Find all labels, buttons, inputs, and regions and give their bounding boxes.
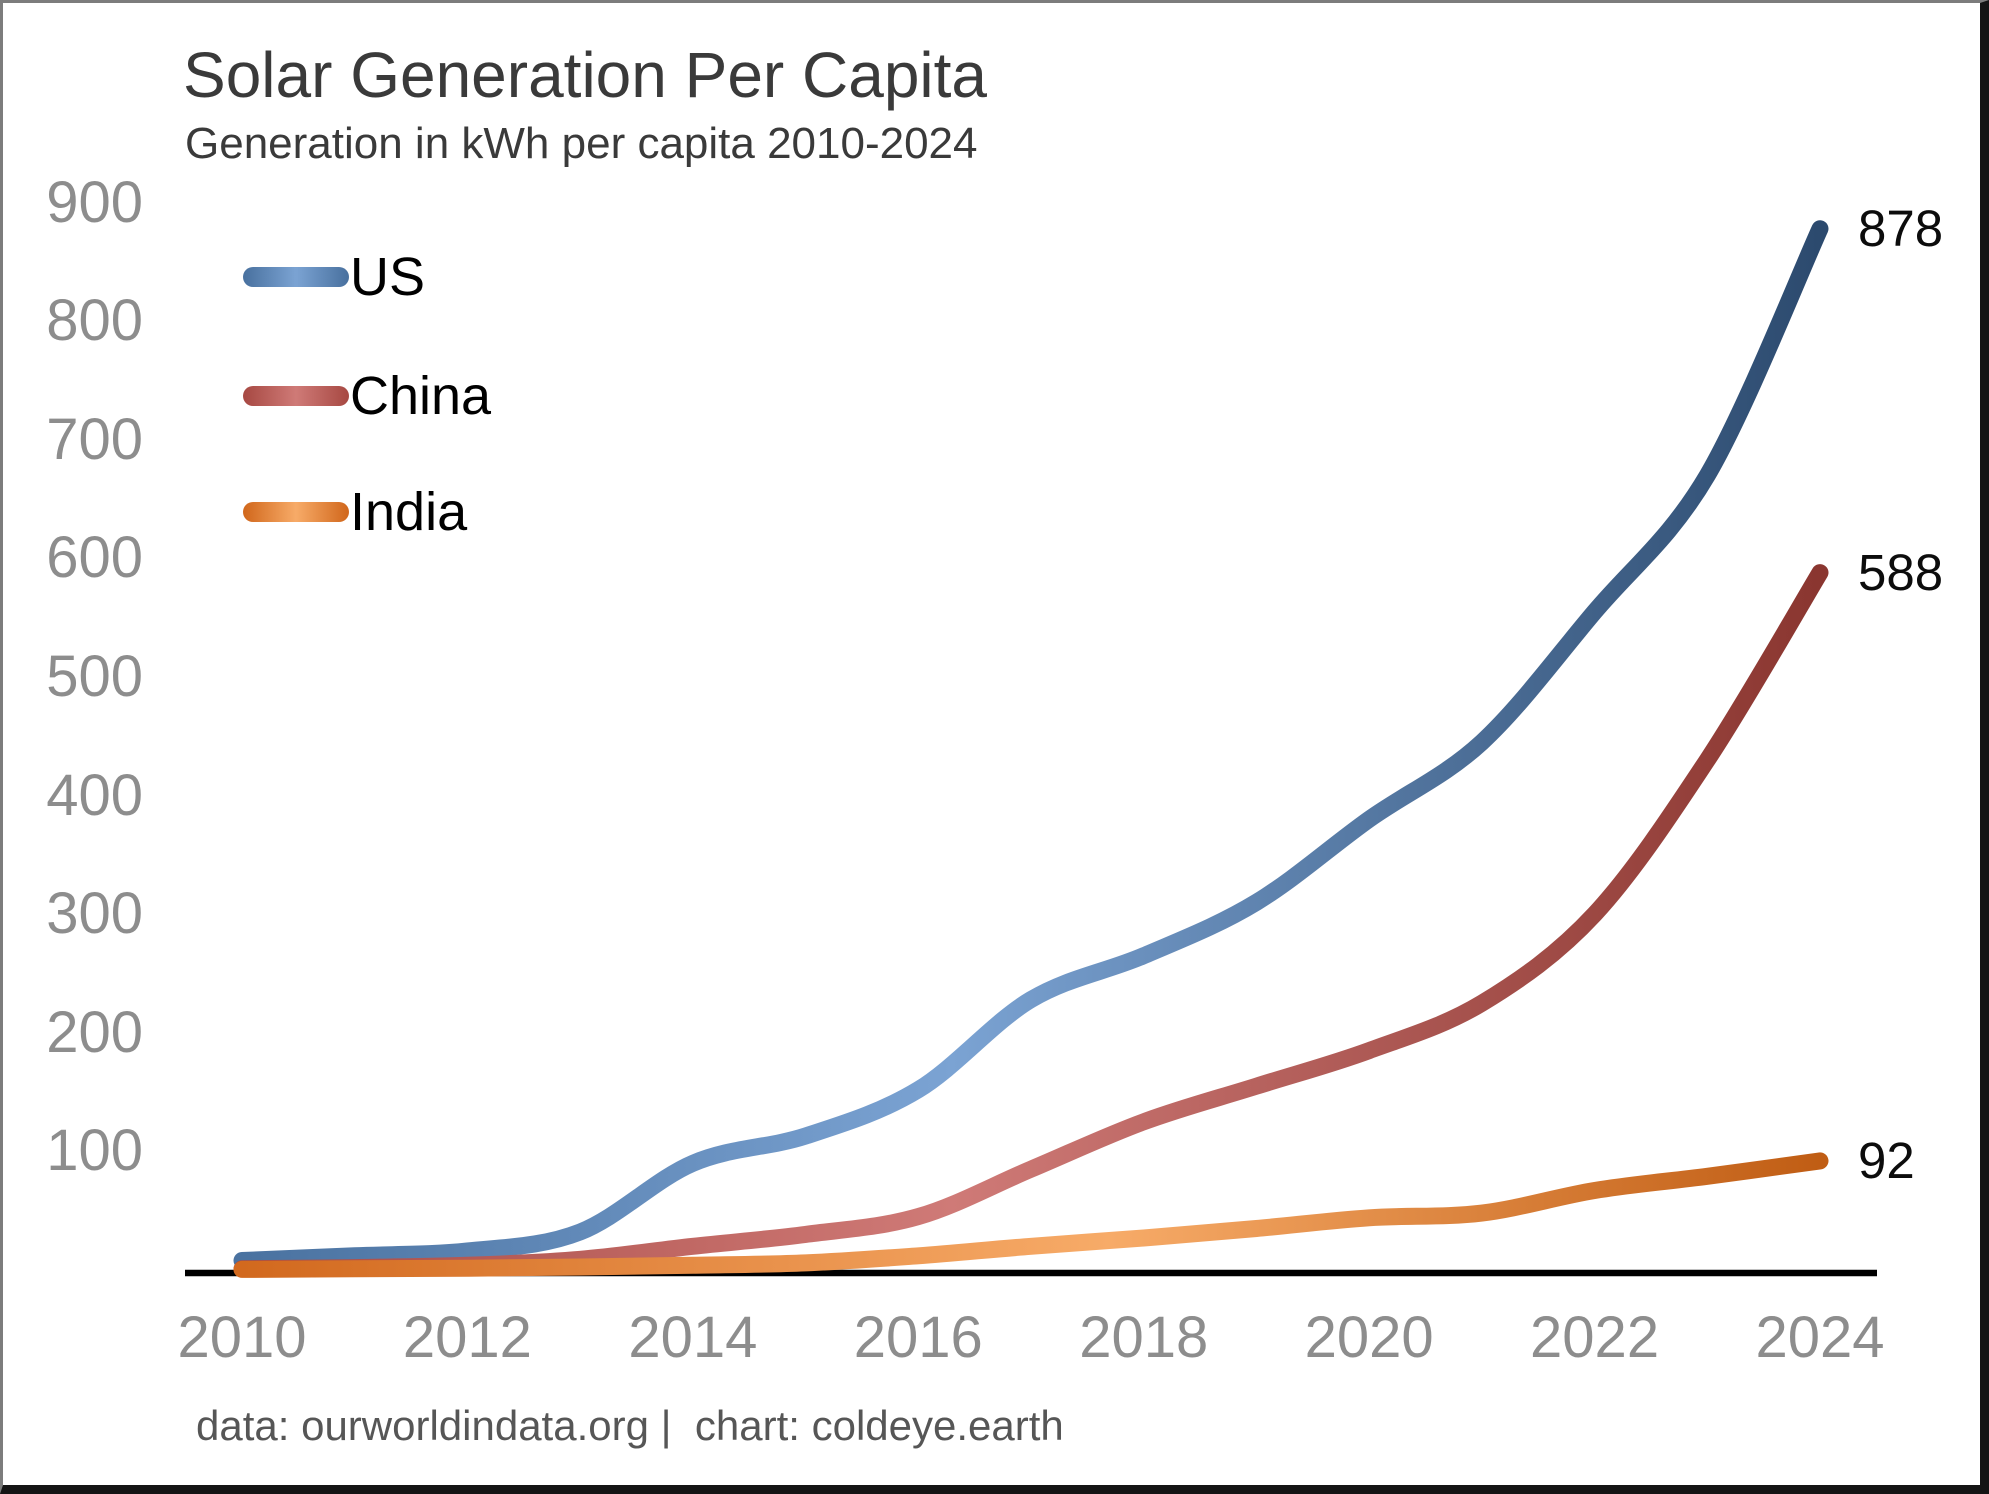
x-axis-tick-label: 2024 (1755, 1305, 1885, 1370)
x-axis-tick-label: 2016 (853, 1305, 983, 1370)
y-axis-tick-label: 700 (46, 406, 143, 472)
y-axis-tick-label: 500 (46, 644, 143, 709)
legend-item-us: US (243, 247, 425, 307)
y-axis-tick-label: 100 (46, 1118, 143, 1184)
y-axis-tick-label: 300 (46, 881, 143, 947)
x-axis-tick-label: 2022 (1530, 1305, 1660, 1370)
x-axis-tick-label: 2014 (628, 1305, 758, 1370)
legend-label: India (350, 482, 468, 542)
legend-swatch-china (243, 386, 349, 406)
y-axis-tick-label: 900 (46, 169, 143, 235)
chart-subtitle: Generation in kWh per capita 2010-2024 (185, 119, 978, 168)
end-label-us: 878 (1858, 199, 1944, 257)
end-label-india: 92 (1858, 1131, 1915, 1189)
y-axis-tick-label: 200 (46, 999, 143, 1065)
legend-item-india: India (243, 482, 467, 542)
end-label-china: 588 (1858, 543, 1944, 601)
x-axis-tick-label: 2012 (402, 1305, 532, 1370)
x-axis-tick-label: 2018 (1079, 1305, 1209, 1370)
y-axis-tick-label: 800 (46, 288, 143, 354)
series-line-us (233, 220, 1829, 1269)
legend-item-china: China (243, 366, 491, 426)
chart-title: Solar Generation Per Capita (183, 39, 987, 111)
legend-swatch-india (243, 502, 349, 522)
y-axis-tick-label: 400 (46, 762, 143, 828)
series-line-india (233, 1152, 1829, 1278)
legend-label: China (350, 366, 492, 426)
footer-credit: data: ourworldindata.org | chart: coldey… (196, 1402, 1064, 1449)
legend-swatch-us (243, 267, 349, 287)
x-axis-tick-label: 2010 (177, 1305, 307, 1370)
legend-label: US (350, 247, 426, 307)
x-axis-tick-label: 2020 (1304, 1305, 1434, 1370)
series-line-china (233, 564, 1829, 1278)
y-axis-tick-label: 600 (46, 525, 143, 591)
